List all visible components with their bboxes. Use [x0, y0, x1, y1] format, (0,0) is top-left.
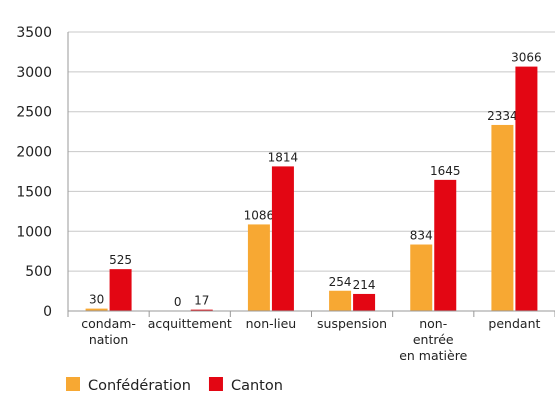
y-tick-label: 1500 — [16, 184, 52, 200]
bar — [329, 290, 352, 311]
bar — [109, 269, 132, 311]
x-tick-label: pendant — [488, 316, 540, 331]
bar — [271, 166, 294, 311]
value-label: 2334 — [487, 109, 518, 123]
x-tick-label: acquittement — [148, 316, 232, 331]
value-label: 254 — [329, 275, 352, 289]
value-label: 1086 — [244, 208, 275, 222]
x-tick-label: non- — [419, 316, 447, 331]
x-tick-label: nation — [89, 332, 129, 347]
bar — [190, 309, 213, 311]
y-tick-label: 3000 — [16, 65, 52, 81]
y-tick-label: 2000 — [16, 145, 52, 161]
value-label: 3066 — [511, 51, 542, 65]
x-tick-label: en matière — [399, 348, 467, 363]
value-label: 0 — [174, 295, 182, 309]
value-label: 525 — [109, 253, 132, 267]
y-tick-label: 1000 — [16, 224, 52, 240]
value-label: 834 — [410, 229, 433, 243]
bar — [410, 244, 433, 311]
bar — [434, 179, 457, 311]
x-tick-label: entrée — [413, 332, 454, 347]
bar — [247, 224, 270, 311]
value-label: 30 — [89, 293, 104, 307]
bar — [353, 293, 376, 311]
x-tick-label: non-lieu — [246, 316, 297, 331]
x-tick-label: condam- — [81, 316, 136, 331]
legend-swatch — [208, 377, 223, 391]
bar — [491, 124, 514, 311]
value-label: 1645 — [430, 164, 461, 178]
y-tick-label: 0 — [43, 304, 52, 320]
y-tick-label: 3500 — [16, 25, 52, 41]
y-tick-label: 2500 — [16, 105, 52, 121]
x-tick-label: suspension — [317, 316, 387, 331]
bar — [515, 66, 538, 311]
bar — [85, 308, 108, 311]
legend-label: Canton — [231, 378, 283, 394]
value-label: 17 — [194, 294, 209, 308]
legend-label: Confédération — [88, 378, 191, 394]
value-label: 214 — [353, 278, 376, 292]
y-tick-label: 500 — [25, 264, 52, 280]
legend-swatch — [66, 377, 80, 391]
value-label: 1814 — [268, 150, 299, 164]
